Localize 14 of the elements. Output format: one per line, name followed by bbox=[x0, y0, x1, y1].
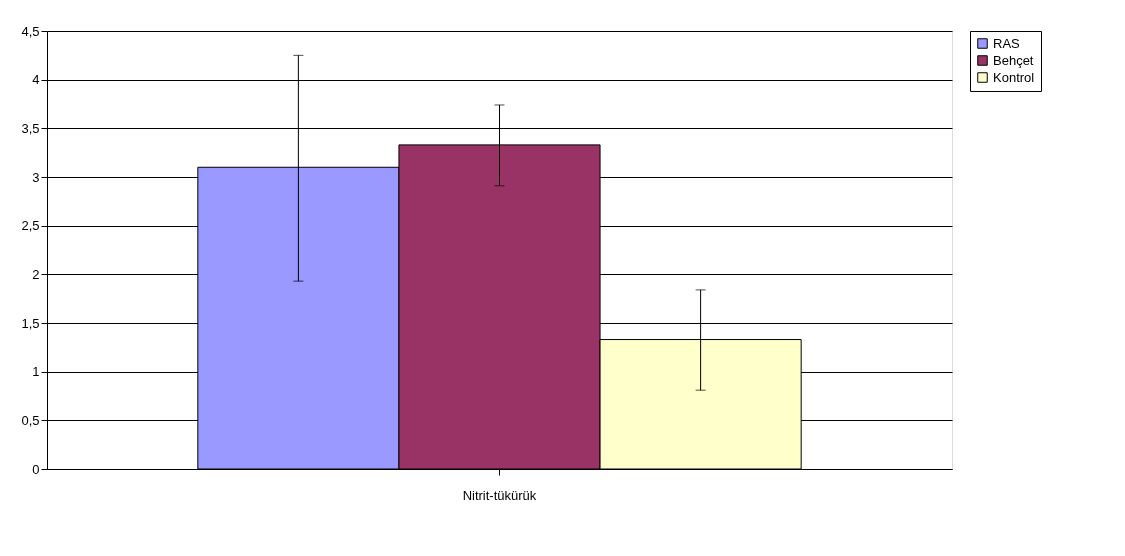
y-tick-label: 2,5 bbox=[21, 218, 40, 234]
legend-label: RAS bbox=[993, 35, 1021, 51]
y-tick-label: 3,5 bbox=[21, 120, 40, 136]
y-tick-label: 4,5 bbox=[21, 23, 40, 39]
y-tick-label: 2 bbox=[32, 266, 40, 282]
y-tick-label: 4 bbox=[32, 72, 40, 88]
y-tick-label: 1,5 bbox=[21, 315, 40, 331]
x-tick-label: Nitrit-tükürük bbox=[462, 487, 537, 503]
y-tick-label: 0 bbox=[32, 461, 40, 477]
legend-label: Kontrol bbox=[993, 69, 1035, 85]
y-tick-label: 0,5 bbox=[21, 412, 40, 428]
y-tick-label: 3 bbox=[32, 169, 40, 185]
y-tick-label: 1 bbox=[32, 364, 40, 380]
legend-label: Behçet bbox=[993, 52, 1034, 68]
